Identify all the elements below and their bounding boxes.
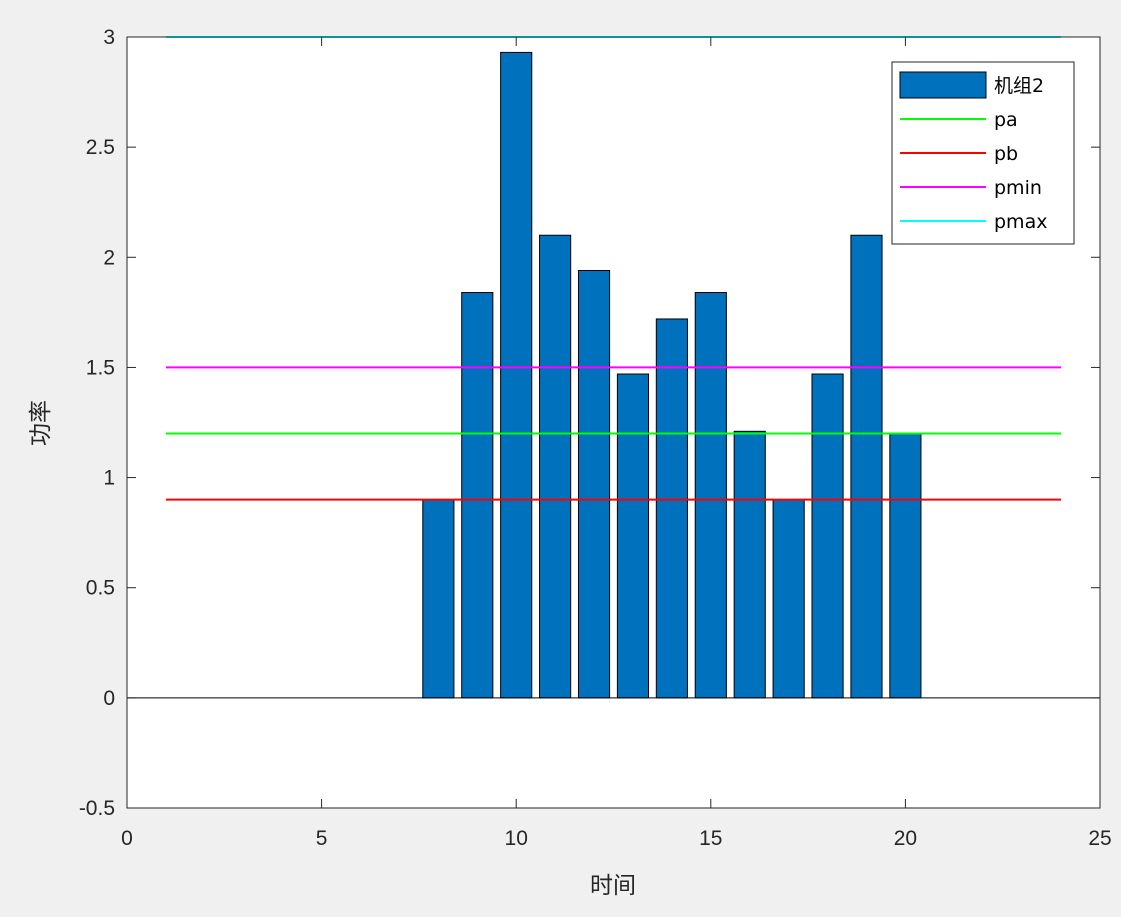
x-axis-ticks: 0 5 10 15 20 25 [121, 37, 1112, 850]
y-tick-label: 2.5 [86, 136, 115, 159]
bar [733, 430, 766, 699]
bar [500, 51, 533, 699]
plot-frame [126, 36, 1101, 809]
legend-entry-label: 机组2 [994, 75, 1044, 97]
bar [422, 499, 455, 699]
x-tick-label: 0 [121, 827, 133, 850]
bar [811, 373, 844, 699]
y-tick-label: 1.5 [86, 356, 115, 379]
y-tick-label: 2 [103, 246, 115, 269]
y-tick-label: 3 [103, 26, 115, 49]
x-axis-label: 时间 [590, 873, 636, 899]
legend-entry-label: pa [994, 109, 1018, 131]
x-tick-label: 5 [316, 827, 328, 850]
legend[interactable]: 机组2 pa pb pmin pmax [891, 61, 1075, 245]
bar [461, 292, 494, 699]
bar [655, 318, 688, 699]
bar [616, 373, 650, 699]
bar [694, 292, 727, 699]
y-tick-label: 0.5 [86, 577, 115, 600]
bar [889, 433, 922, 699]
bar-series [422, 51, 922, 699]
y-tick-label: -0.5 [79, 797, 115, 820]
y-axis-ticks: -0.5 0 0.5 1 1.5 2 2.5 3 [79, 26, 1100, 820]
x-tick-label: 10 [505, 827, 528, 850]
legend-swatch-bar [899, 71, 987, 99]
legend-entry-label: pmin [994, 177, 1042, 199]
legend-entry-label: pb [994, 143, 1018, 165]
bar [539, 234, 572, 699]
y-tick-label: 0 [103, 687, 115, 710]
x-tick-label: 20 [894, 827, 917, 850]
bar [577, 270, 611, 699]
bar [850, 234, 883, 699]
y-axis-label: 功率 [28, 400, 54, 446]
x-tick-label: 15 [699, 827, 722, 850]
legend-entry-label: pmax [994, 211, 1047, 233]
x-tick-label: 25 [1088, 827, 1111, 850]
y-tick-label: 1 [103, 467, 115, 490]
bar [772, 499, 805, 699]
